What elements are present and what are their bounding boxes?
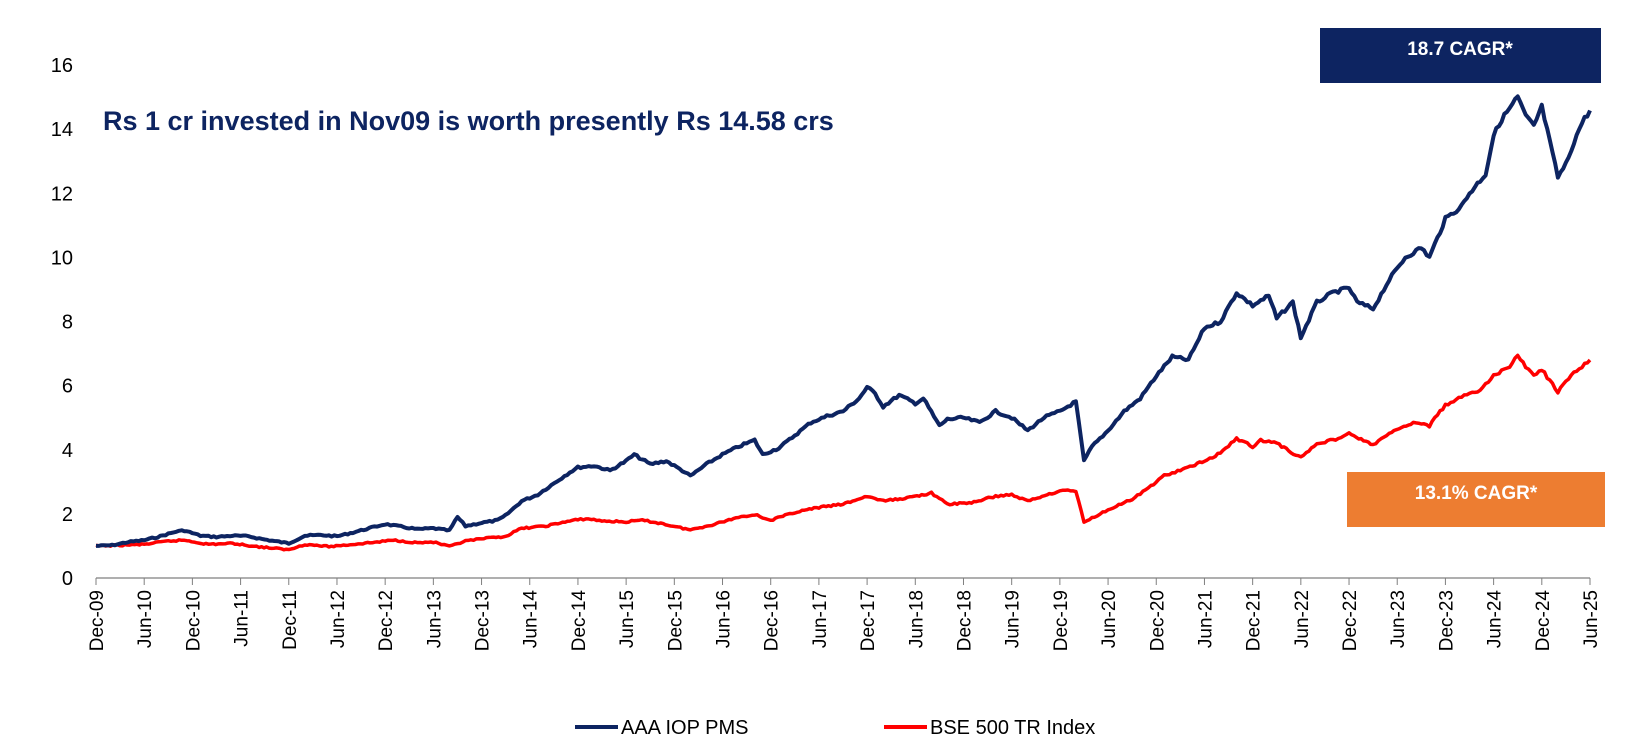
y-tick-label: 6 [62, 376, 73, 398]
y-tick-label: 4 [62, 440, 73, 462]
x-tick-label: Jun-17 [810, 590, 831, 648]
x-tick-label: Dec-18 [954, 590, 975, 651]
x-tick-label: Dec-16 [762, 590, 783, 651]
y-axis-ticks: 0 2 4 6 8 10 12 14 16 [51, 55, 73, 590]
x-tick-label: Jun-25 [1581, 590, 1602, 648]
y-tick-label: 8 [62, 312, 73, 334]
x-tick-label: Jun-16 [714, 590, 735, 648]
chart-title: Rs 1 cr invested in Nov09 is worth prese… [103, 106, 834, 136]
x-tick-label: Dec-19 [1051, 590, 1072, 651]
y-tick-label: 14 [51, 119, 73, 141]
x-tick-label: Jun-18 [906, 590, 927, 648]
x-tick-label: Jun-11 [232, 590, 253, 647]
cagr-badge-index-box [1347, 472, 1605, 527]
x-tick-label: Dec-15 [665, 590, 686, 651]
x-tick-label: Jun-20 [1099, 590, 1120, 648]
x-tick-label: Jun-23 [1388, 590, 1409, 648]
x-tick-label: Jun-19 [1003, 590, 1024, 648]
cagr-badge-pms: 18.7 CAGR* [1320, 28, 1601, 83]
series-line-index [95, 353, 1592, 552]
x-tick-label: Dec-22 [1340, 590, 1361, 651]
x-tick-label: Dec-10 [183, 590, 204, 651]
x-tick-label: Jun-14 [521, 590, 542, 649]
x-tick-label: Dec-11 [280, 590, 301, 650]
x-tick-label: Dec-12 [376, 590, 397, 651]
x-tick-label: Jun-12 [328, 590, 349, 648]
y-tick-label: 16 [51, 55, 73, 77]
y-tick-label: 2 [62, 504, 73, 526]
x-tick-label: Dec-17 [858, 590, 879, 651]
cagr-badge-pms-box [1320, 28, 1601, 83]
x-tick-label: Dec-20 [1147, 590, 1168, 651]
x-tick-label: Dec-09 [87, 590, 108, 651]
cagr-badge-pms-label: 18.7 CAGR* [1407, 39, 1513, 60]
x-tick-label: Dec-21 [1244, 590, 1265, 651]
x-tick-label: Jun-15 [617, 590, 638, 648]
y-tick-label: 12 [51, 183, 73, 205]
legend: AAA IOP PMS BSE 500 TR Index [575, 717, 1095, 739]
x-tick-label: Jun-13 [424, 590, 445, 648]
x-tick-label: Jun-24 [1485, 590, 1506, 649]
cagr-badge-index: 13.1% CAGR* [1347, 472, 1605, 527]
series-lines [95, 94, 1592, 552]
x-tick-label: Jun-22 [1292, 590, 1313, 648]
y-tick-label: 10 [51, 247, 73, 269]
x-tick-label: Jun-21 [1195, 590, 1216, 648]
legend-label-index: BSE 500 TR Index [930, 717, 1095, 739]
x-tick-label: Dec-23 [1436, 590, 1457, 651]
x-tick-label: Dec-24 [1533, 590, 1554, 652]
x-tick-label: Dec-14 [569, 590, 590, 652]
cagr-badge-index-label: 13.1% CAGR* [1415, 483, 1538, 504]
x-axis-ticks: Dec-09 Jun-10 Dec-10 Jun-11 Dec-11 Jun-12 Dec-… [87, 578, 1602, 651]
series-line-pms [96, 94, 1592, 548]
legend-label-pms: AAA IOP PMS [621, 717, 748, 739]
x-tick-label: Jun-10 [135, 590, 156, 648]
x-tick-label: Dec-13 [473, 590, 494, 651]
y-tick-label: 0 [62, 568, 73, 590]
